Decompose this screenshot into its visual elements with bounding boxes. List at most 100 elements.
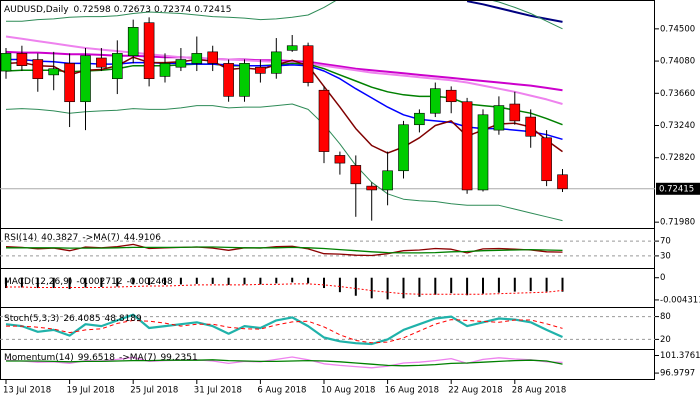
histogram-bar (434, 277, 437, 295)
y-tick-label: 20 (660, 335, 671, 345)
indicator-line (6, 319, 563, 344)
last-open: 0.72598 (74, 5, 111, 15)
candle-body (302, 45, 314, 83)
y-tick-label: 101.3761 (660, 351, 700, 361)
chart-title: AUDUSD,Daily 0.72598 0.72673 0.72374 0.72415 (4, 5, 231, 15)
candle-body (112, 53, 123, 80)
value: 44.9106 (124, 233, 161, 243)
histogram-bar (52, 277, 55, 289)
histogram-bar (148, 277, 151, 285)
candle-body (429, 88, 441, 114)
last-close: 0.72415 (194, 5, 231, 15)
candle-body (239, 63, 250, 97)
value: 99.6518 (78, 353, 115, 363)
y-tick-label: 80 (660, 312, 671, 322)
label: RSI(14) (4, 233, 37, 243)
x-tick-label: 22 Aug 2018 (448, 386, 502, 396)
rsi-title: RSI(14) 40.3827 ->MA(7) 44.9106 (4, 233, 161, 243)
x-tick-label: 13 Jul 2018 (3, 386, 51, 396)
candle-body (461, 101, 473, 191)
y-tick-label: 0 (660, 273, 665, 283)
histogram-bar (179, 277, 182, 285)
histogram-bar (68, 277, 71, 290)
candle-body (366, 185, 378, 191)
histogram-bar (275, 277, 278, 284)
histogram-bar (370, 277, 373, 299)
histogram-bar (116, 277, 119, 287)
label: Momentum(14) (4, 353, 74, 363)
candle-body (48, 68, 60, 76)
histogram-bar (164, 277, 166, 285)
value: -0.002712 (76, 277, 122, 287)
candle-body (398, 124, 409, 172)
histogram-bar (307, 277, 310, 284)
histogram-bar (418, 277, 421, 297)
histogram-bar (354, 277, 357, 296)
candle-body (127, 27, 139, 56)
x-tick-label: 28 Aug 2018 (512, 386, 566, 396)
candle-body (350, 165, 362, 185)
candle-body (541, 137, 552, 182)
candle-body (286, 45, 298, 51)
panel-plot (5, 356, 563, 369)
value: 99.2351 (160, 353, 197, 363)
histogram-bar (482, 277, 484, 294)
indicator-line (5, 243, 563, 257)
y-tick-label: 0.74500 (660, 24, 695, 34)
label: ->MA(7) (119, 353, 156, 363)
frame (0, 0, 655, 380)
indicator-line (466, 1, 563, 23)
candle-body (270, 51, 282, 74)
candle-body (32, 59, 44, 80)
histogram-bar (211, 277, 214, 284)
y-tick-label: 0.73240 (660, 121, 695, 131)
indicator-line (6, 283, 563, 295)
histogram-bar (323, 277, 325, 289)
y-tick-label: 0.71980 (660, 218, 695, 228)
histogram-bar (5, 277, 7, 289)
candle-body (16, 53, 28, 66)
histogram-bar (529, 277, 532, 292)
candle-body (223, 63, 234, 97)
candle-body (255, 66, 266, 74)
candle-body (96, 57, 107, 68)
y-tick-label: 0.73660 (660, 89, 695, 99)
histogram-bar (450, 277, 453, 294)
label: ->MA(7) (82, 233, 119, 243)
histogram-bar (195, 277, 198, 284)
label: Stoch(5,3,3) (4, 314, 59, 324)
label: MACD(12,26,9) (4, 277, 72, 287)
histogram-bar (132, 277, 135, 285)
last-low: 0.72374 (154, 5, 191, 15)
histogram-bar (259, 277, 262, 285)
histogram-bar (100, 277, 103, 287)
panel-plot (5, 277, 564, 300)
candle-body (414, 112, 425, 126)
candle-body (159, 63, 171, 77)
y-tick-label: 0.72820 (660, 153, 695, 163)
value: -0.002468 (127, 277, 173, 287)
x-tick-label: 19 Jul 2018 (67, 386, 115, 396)
stoch-title: Stoch(5,3,3) 26.4085 48.8189 (4, 314, 142, 324)
value: 26.4085 (63, 314, 100, 324)
histogram-bar (497, 277, 500, 293)
indicator-line (6, 1, 563, 30)
indicator-line (5, 313, 563, 346)
indicator-line (5, 103, 563, 222)
candle-body (318, 89, 330, 152)
panel-plot (0, 313, 655, 346)
histogram-bar (513, 277, 516, 292)
panel-plot (0, 240, 655, 257)
histogram-bar (386, 277, 389, 300)
panel-plot (0, 1, 655, 222)
histogram-bar (338, 277, 341, 293)
value: 48.8189 (105, 314, 142, 324)
candle-body (143, 22, 155, 80)
candle-body (525, 116, 537, 137)
x-tick-label: 16 Aug 2018 (385, 386, 439, 396)
histogram-bar (36, 277, 39, 289)
candle-body (445, 89, 457, 103)
